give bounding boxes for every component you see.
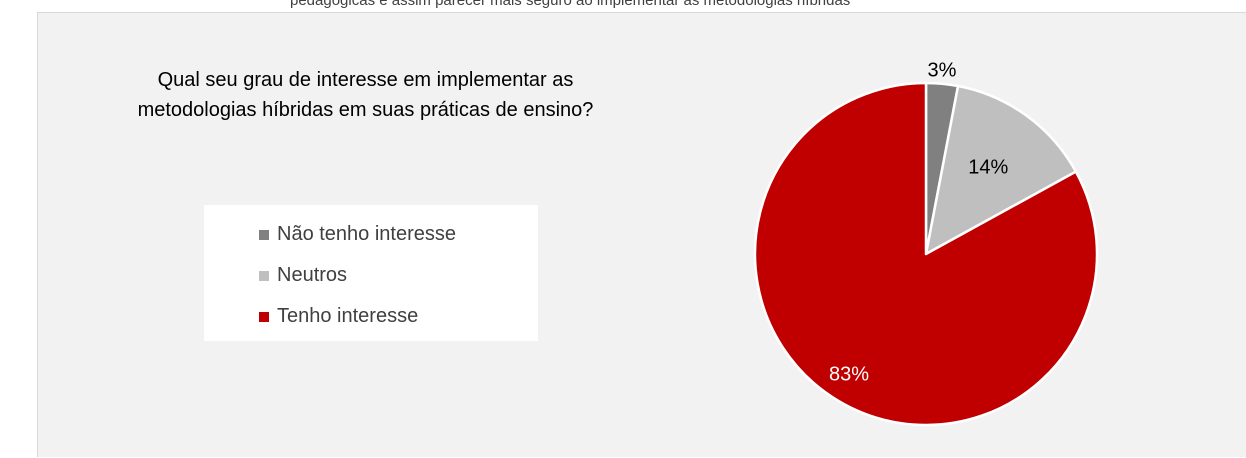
legend-item-nao-tenho-interesse: Não tenho interesse: [204, 214, 538, 255]
chart-title: Qual seu grau de interesse em implementa…: [78, 65, 653, 125]
legend-swatch-nao-tenho-interesse: [259, 229, 269, 240]
pie-chart: 3% 14% 83%: [753, 59, 1099, 427]
legend-label-tenho-interesse: Tenho interesse: [277, 305, 419, 327]
data-label-nao-tenho-interesse: 3%: [928, 59, 957, 81]
legend-item-tenho-interesse: Tenho interesse: [204, 296, 538, 337]
chart-area: Qual seu grau de interesse em implementa…: [37, 12, 1246, 457]
chart-title-line-1: Qual seu grau de interesse em implementa…: [157, 69, 574, 91]
legend-label-neutros: Neutros: [277, 264, 348, 286]
pie-slice-tenho-interesse: [753, 81, 1099, 427]
cropped-top-text: pedagógicas e assim parecer mais seguro …: [290, 0, 1090, 8]
chart-legend: Não tenho interesse Neutros Tenho intere…: [204, 205, 538, 341]
pie-slice-neutros: [924, 84, 1078, 256]
legend-swatch-tenho-interesse: [259, 311, 269, 322]
data-label-neutros: 14%: [968, 157, 1008, 179]
data-label-tenho-interesse: 83%: [829, 363, 869, 385]
legend-item-neutros: Neutros: [204, 255, 538, 296]
chart-title-line-2: metodologias híbridas em suas práticas d…: [137, 99, 594, 121]
legend-label-nao-tenho-interesse: Não tenho interesse: [277, 223, 457, 245]
legend-swatch-neutros: [259, 270, 269, 281]
